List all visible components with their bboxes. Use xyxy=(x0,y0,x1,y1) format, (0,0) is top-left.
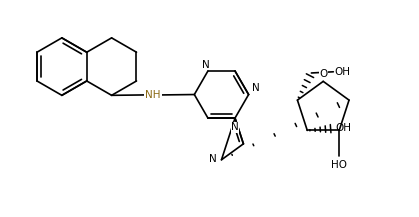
Text: N: N xyxy=(252,83,259,93)
Text: N: N xyxy=(202,60,210,70)
Text: NH: NH xyxy=(145,90,161,100)
Text: HO: HO xyxy=(331,159,347,169)
Text: N: N xyxy=(231,122,239,132)
Text: OH: OH xyxy=(334,67,350,77)
Text: O: O xyxy=(319,69,327,79)
Text: N: N xyxy=(209,154,216,164)
Text: OH: OH xyxy=(335,123,351,133)
